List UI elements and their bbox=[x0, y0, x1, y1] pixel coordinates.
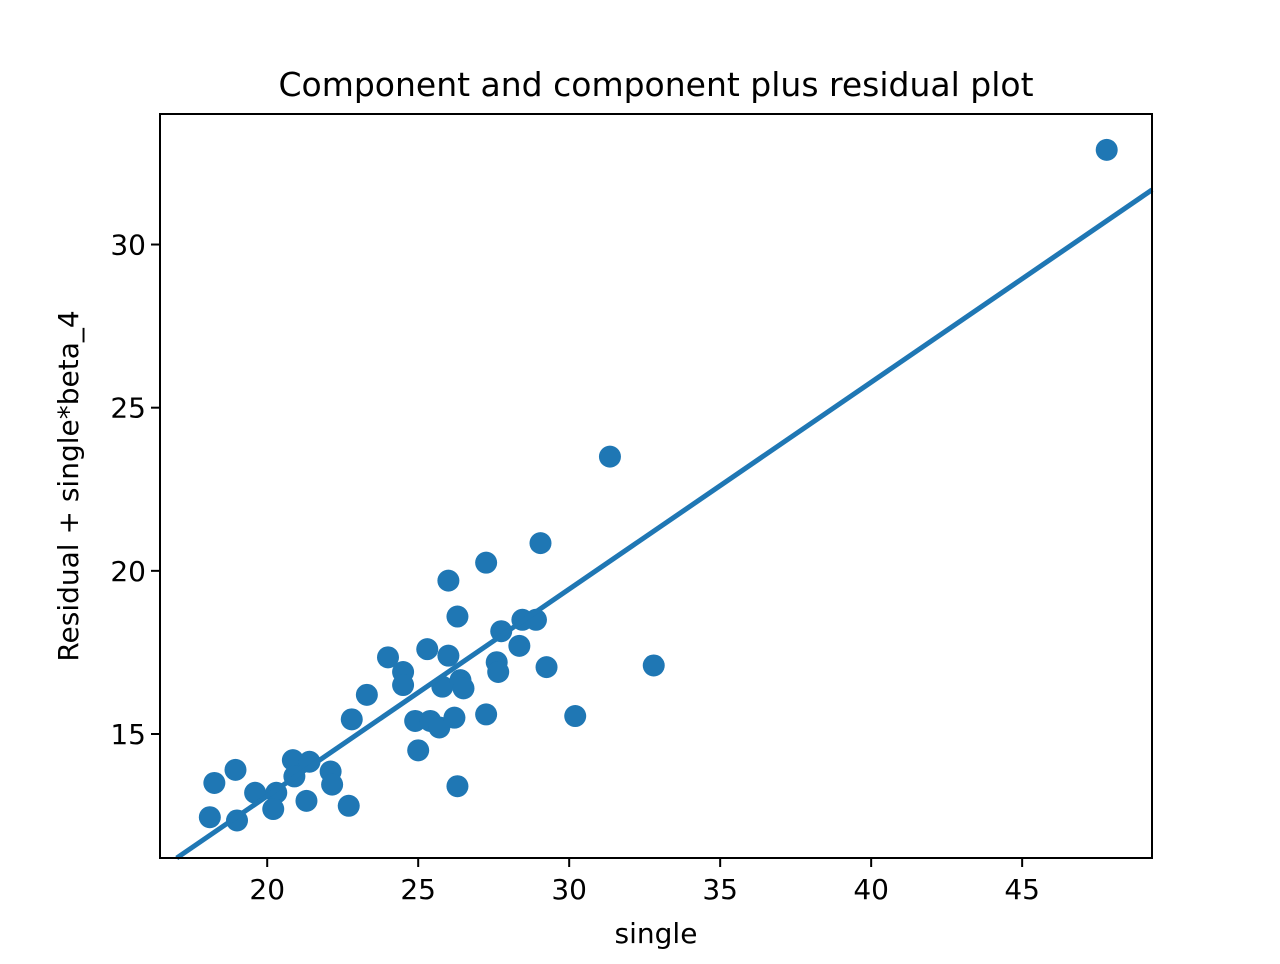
data-point bbox=[298, 750, 321, 773]
scatter-series bbox=[198, 138, 1118, 832]
x-tick-label: 35 bbox=[702, 873, 738, 906]
y-tick-label: 15 bbox=[110, 718, 146, 751]
data-point bbox=[392, 674, 415, 697]
data-point bbox=[281, 749, 304, 772]
data-point bbox=[475, 551, 498, 574]
data-point bbox=[416, 638, 439, 661]
data-point bbox=[404, 709, 427, 732]
data-point bbox=[198, 806, 221, 829]
data-point bbox=[337, 794, 360, 817]
data-point bbox=[203, 771, 226, 794]
y-axis-ticks: 15 20 25 30 bbox=[110, 229, 160, 751]
data-point bbox=[340, 708, 363, 731]
data-point bbox=[475, 703, 498, 726]
data-point bbox=[598, 445, 621, 468]
data-point bbox=[508, 634, 531, 657]
data-point bbox=[437, 644, 460, 667]
data-point bbox=[446, 775, 469, 798]
x-tick-label: 30 bbox=[551, 873, 587, 906]
data-point bbox=[564, 705, 587, 728]
x-tick-label: 45 bbox=[1004, 873, 1040, 906]
data-point bbox=[1095, 138, 1118, 161]
data-point bbox=[446, 605, 469, 628]
data-point bbox=[295, 789, 318, 812]
data-point bbox=[642, 654, 665, 677]
data-point bbox=[529, 532, 552, 555]
x-axis-ticks: 20 25 30 35 40 45 bbox=[249, 858, 1040, 906]
chart-title: Component and component plus residual pl… bbox=[278, 65, 1033, 104]
data-point bbox=[487, 661, 510, 683]
data-point bbox=[376, 646, 399, 669]
data-point bbox=[355, 683, 378, 706]
x-tick-label: 25 bbox=[400, 873, 436, 906]
fit-line bbox=[175, 187, 1154, 861]
data-point bbox=[443, 706, 466, 729]
x-tick-label: 40 bbox=[853, 873, 889, 906]
y-tick-label: 30 bbox=[110, 229, 146, 262]
data-point bbox=[407, 739, 430, 762]
data-point bbox=[535, 656, 558, 679]
data-point bbox=[224, 758, 247, 781]
data-point bbox=[437, 569, 460, 592]
x-tick-label: 20 bbox=[249, 873, 285, 906]
y-tick-label: 25 bbox=[110, 392, 146, 425]
data-point bbox=[321, 773, 344, 796]
data-point bbox=[262, 798, 285, 821]
y-axis-label: Residual + single*beta_4 bbox=[52, 310, 85, 661]
plot-frame bbox=[159, 113, 1153, 859]
data-point bbox=[452, 677, 475, 700]
x-axis-label: single bbox=[615, 917, 698, 950]
y-tick-label: 20 bbox=[110, 555, 146, 588]
